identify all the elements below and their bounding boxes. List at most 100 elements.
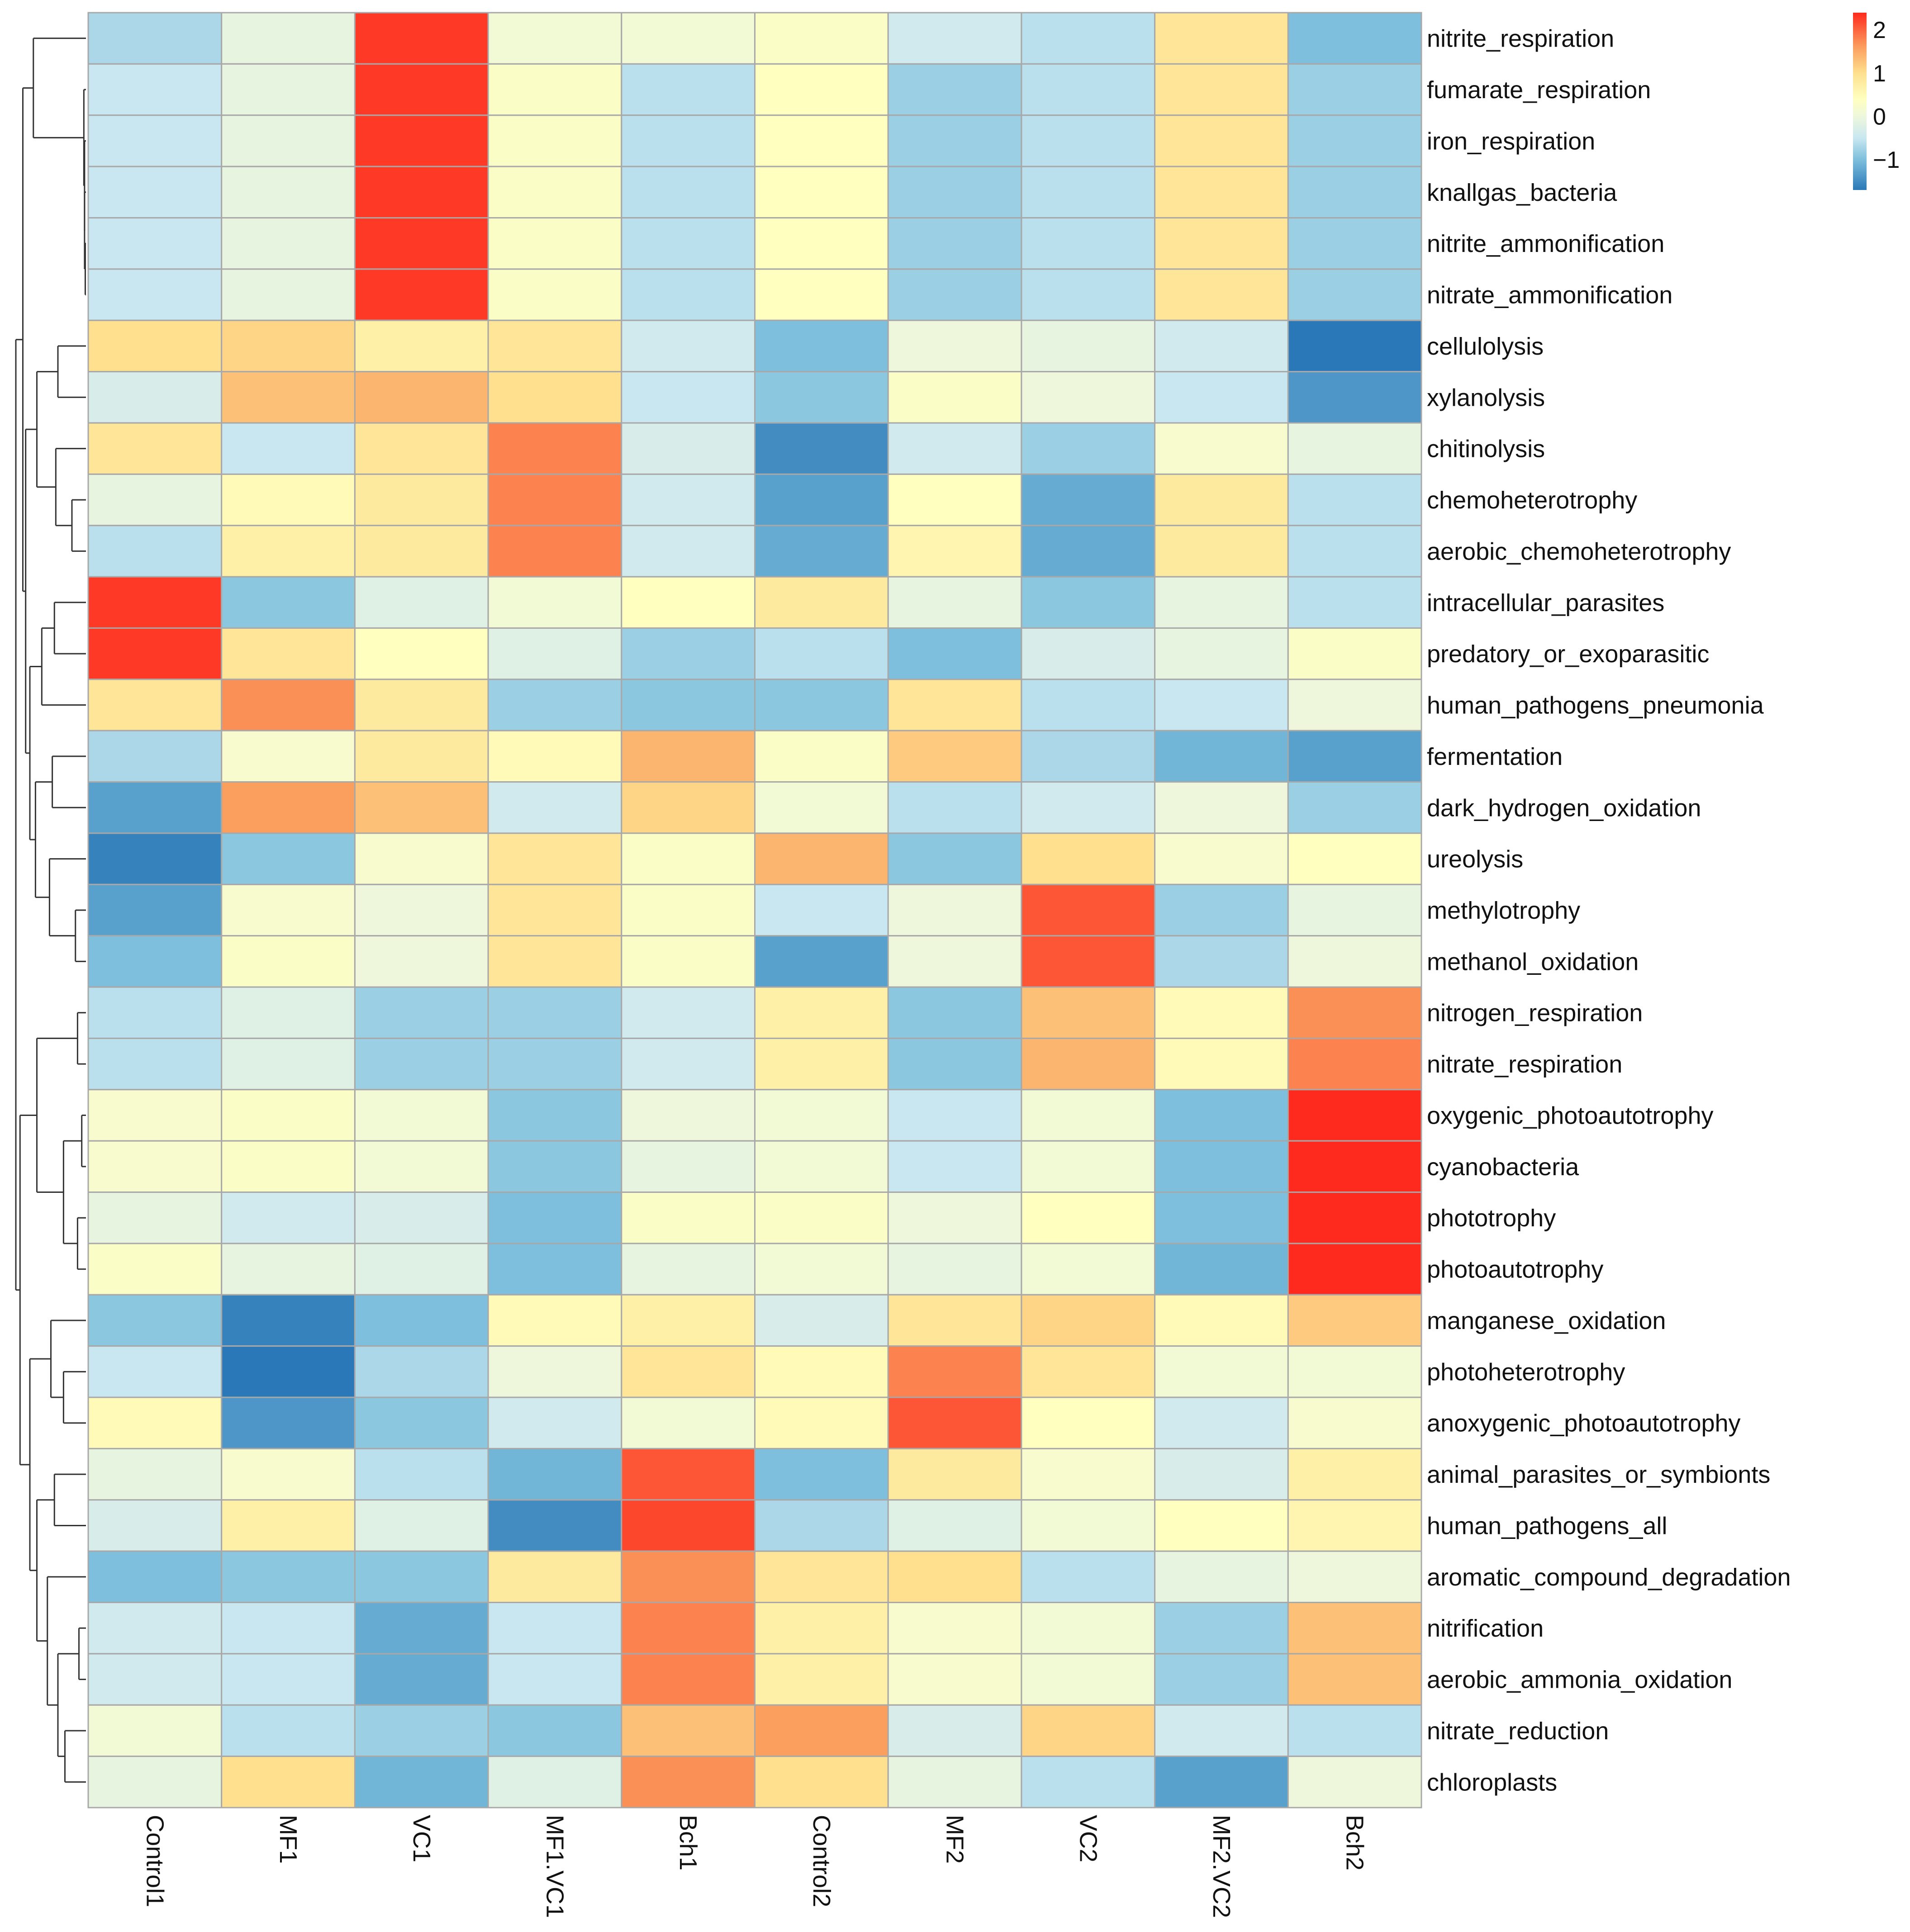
heatmap-cell: [754, 217, 889, 270]
heatmap-cell: [621, 730, 756, 783]
heatmap-cell: [1287, 1448, 1422, 1501]
heatmap-cell: [621, 319, 756, 373]
heatmap-cell: [621, 1448, 756, 1501]
heatmap-cell: [1287, 832, 1422, 885]
heatmap-cell: [87, 1602, 223, 1655]
heatmap-cell: [354, 63, 489, 116]
row-label: intracellular_parasites: [1427, 589, 1664, 617]
heatmap-cell: [1287, 1037, 1422, 1091]
heatmap-cell: [1287, 166, 1422, 218]
heatmap-cell: [354, 12, 489, 65]
heatmap-cell: [487, 627, 622, 680]
heatmap-cell: [1021, 63, 1156, 116]
heatmap-cell: [221, 1037, 356, 1091]
heatmap-cell: [621, 217, 756, 270]
heatmap-cell: [221, 781, 356, 834]
heatmap-cell: [487, 63, 622, 116]
heatmap-cell: [87, 679, 223, 731]
heatmap-cell: [487, 986, 622, 1039]
row-label: anoxygenic_photoautotrophy: [1427, 1410, 1741, 1437]
heatmap-cell: [887, 319, 1022, 373]
heatmap-cell: [354, 268, 489, 321]
heatmap-cell: [1021, 1243, 1156, 1296]
heatmap-cell: [887, 1756, 1022, 1809]
heatmap-cell: [1021, 1602, 1156, 1655]
heatmap-cell: [487, 1396, 622, 1449]
legend-color-bar: [1853, 13, 1867, 190]
heatmap-cell: [221, 986, 356, 1039]
legend-tick-label: −1: [1873, 147, 1900, 173]
heatmap-cell: [87, 883, 223, 937]
heatmap-cell: [87, 12, 223, 65]
heatmap-cell: [1154, 1653, 1289, 1706]
heatmap-cell: [1154, 1396, 1289, 1449]
heatmap-cell: [754, 12, 889, 65]
heatmap-cell: [1287, 1550, 1422, 1604]
row-label: aromatic_compound_degradation: [1427, 1564, 1791, 1591]
legend-tick-label: 0: [1873, 104, 1886, 130]
heatmap-cell: [1021, 1448, 1156, 1501]
heatmap-cell: [354, 1448, 489, 1501]
heatmap-cell: [221, 1653, 356, 1706]
heatmap-cell: [621, 473, 756, 527]
row-label: animal_parasites_or_symbionts: [1427, 1461, 1770, 1488]
heatmap-cell: [354, 781, 489, 834]
heatmap-cell: [221, 1448, 356, 1501]
heatmap-cell: [1154, 935, 1289, 988]
heatmap-cell: [221, 1089, 356, 1142]
heatmap-cell: [887, 268, 1022, 321]
heatmap-cell: [87, 422, 223, 475]
heatmap-cell: [354, 576, 489, 629]
heatmap-cell: [1154, 319, 1289, 373]
row-label: methylotrophy: [1427, 897, 1580, 924]
heatmap-cell: [887, 679, 1022, 731]
heatmap-cell: [754, 422, 889, 475]
heatmap-cell: [754, 525, 889, 578]
heatmap-cell: [1021, 1140, 1156, 1193]
heatmap-cell: [1287, 679, 1422, 731]
heatmap-cell: [1021, 1089, 1156, 1142]
heatmap-cell: [221, 679, 356, 731]
heatmap-cell: [887, 832, 1022, 885]
heatmap-cell: [87, 1550, 223, 1604]
heatmap-cell: [621, 166, 756, 218]
row-label: photoheterotrophy: [1427, 1358, 1625, 1386]
heatmap-cell: [1021, 114, 1156, 167]
heatmap-cell: [754, 1037, 889, 1091]
heatmap-cell: [887, 422, 1022, 475]
heatmap-cell: [487, 1294, 622, 1347]
column-label: MF1.VC1: [541, 1815, 568, 1918]
heatmap-cell: [354, 832, 489, 885]
heatmap-cell: [354, 1704, 489, 1757]
heatmap-cell: [1154, 1345, 1289, 1398]
heatmap-cell: [754, 1756, 889, 1809]
heatmap-cell: [1154, 1448, 1289, 1501]
heatmap-cell: [221, 627, 356, 680]
heatmap-cell: [1287, 1756, 1422, 1809]
heatmap-cell: [221, 1191, 356, 1244]
heatmap-cell: [487, 1550, 622, 1604]
heatmap-cell: [621, 422, 756, 475]
row-label: knallgas_bacteria: [1427, 179, 1617, 206]
heatmap-cell: [754, 371, 889, 424]
row-label: photoautotrophy: [1427, 1256, 1603, 1283]
heatmap-cell: [487, 1037, 622, 1091]
heatmap-cell: [1021, 217, 1156, 270]
heatmap-cell: [887, 1550, 1022, 1604]
heatmap-cell: [1287, 114, 1422, 167]
heatmap-cell: [887, 1243, 1022, 1296]
heatmap-cell: [487, 1704, 622, 1757]
heatmap-cell: [1154, 217, 1289, 270]
heatmap-cell: [354, 1756, 489, 1809]
heatmap-cell: [221, 371, 356, 424]
heatmap-cell: [754, 1140, 889, 1193]
heatmap-cell: [487, 268, 622, 321]
heatmap-cell: [354, 679, 489, 731]
heatmap-cell: [354, 1550, 489, 1604]
heatmap-cell: [1021, 525, 1156, 578]
heatmap-cell: [487, 217, 622, 270]
heatmap-cell: [754, 268, 889, 321]
row-label: ureolysis: [1427, 846, 1523, 873]
heatmap-cell: [1287, 268, 1422, 321]
heatmap-cell: [621, 1704, 756, 1757]
